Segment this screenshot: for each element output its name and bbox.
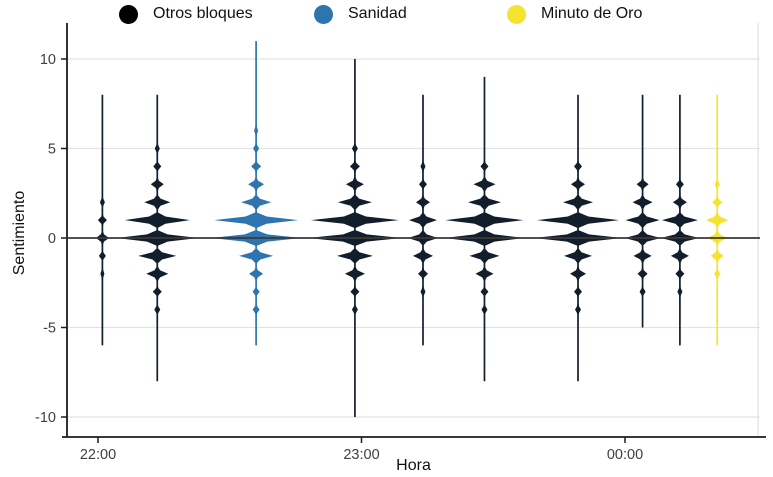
violin-bulge-1-at-4 xyxy=(153,158,162,175)
violin-bulge-3-at--2 xyxy=(344,265,365,282)
violin-bulge-4-at--1 xyxy=(412,247,433,264)
violin-bulge-5-at-2 xyxy=(467,194,501,211)
violin-bulge-2-at--3 xyxy=(252,283,260,300)
violin-bulge-2-at--4 xyxy=(252,301,260,318)
violin-bulge-8-at-3 xyxy=(675,176,684,193)
violin-bulge-2-at-3 xyxy=(248,176,265,193)
violin-bulge-6-at--4 xyxy=(575,301,582,318)
legend-swatch-otros-bloques xyxy=(119,4,138,24)
violin-bulge-3-at-5 xyxy=(351,140,358,157)
violin-bulge-5-at--3 xyxy=(480,283,489,300)
violin-bulge-7-at-3 xyxy=(636,176,649,193)
legend-swatch-minuto-de-oro xyxy=(507,4,526,24)
violin-bulge-3-at--1 xyxy=(336,247,373,264)
violin-bulge-4-at-3 xyxy=(418,176,427,193)
legend-item-otros-bloques: Otros bloques xyxy=(119,3,253,25)
violin-bulge-3-at--4 xyxy=(351,301,358,318)
violin-bulge-4-at--3 xyxy=(420,283,426,300)
x-tick-label-23:00: 23:00 xyxy=(343,447,379,463)
violin-bulge-8-at-2 xyxy=(672,194,687,211)
violin-bulge-8-at--2 xyxy=(675,265,685,282)
violin-bulge-2-at-2 xyxy=(241,194,272,211)
violin-bulge-0-at--2 xyxy=(100,265,105,282)
violin-bulge-4-at-4 xyxy=(420,158,426,175)
x-tick-label-00:00: 00:00 xyxy=(607,447,643,463)
violin-bulge-7-at--2 xyxy=(637,265,648,282)
y-tick-label--5: -5 xyxy=(43,321,56,337)
violin-bulge-6-at-1 xyxy=(537,212,620,229)
violin-bulge-5-at-3 xyxy=(473,176,496,193)
legend-label-minuto-de-oro: Minuto de Oro xyxy=(541,5,643,22)
violin-bulge-2-at-6 xyxy=(254,122,259,139)
violin-bulge-6-at-2 xyxy=(563,194,594,211)
violin-bulge-9-at-1 xyxy=(706,212,729,229)
x-axis-title: Hora xyxy=(396,457,431,474)
violin-bulge-1-at-2 xyxy=(144,194,171,211)
violin-bulge-9-at--1 xyxy=(710,247,724,264)
violin-bulge-3-at-3 xyxy=(345,176,364,193)
violin-bulge-0-at-1 xyxy=(97,212,107,229)
violin-bulge-1-at--3 xyxy=(152,283,162,300)
legend-item-sanidad: Sanidad xyxy=(314,3,407,25)
legend: Otros bloques Sanidad Minuto de Oro xyxy=(0,3,773,27)
y-tick-label--10: -10 xyxy=(35,410,56,426)
violin-bulge-1-at--2 xyxy=(146,265,169,282)
violin-bulge-5-at--1 xyxy=(469,247,500,264)
violin-bulge-1-at--1 xyxy=(138,247,177,264)
violin-bulge-7-at-1 xyxy=(625,212,660,229)
violin-bulge-7-at-2 xyxy=(632,194,653,211)
violin-bulge-5-at-1 xyxy=(445,212,524,229)
violin-bulge-6-at--3 xyxy=(574,283,583,300)
violin-bulge-3-at-4 xyxy=(349,158,360,175)
violin-bulge-6-at-4 xyxy=(574,158,583,175)
violin-bulge-5-at--2 xyxy=(475,265,494,282)
violin-bulge-7-at--1 xyxy=(633,247,652,264)
violin-bulge-5-at--4 xyxy=(481,301,488,318)
violin-bulge-6-at-3 xyxy=(571,176,586,193)
violin-bulge-9-at--2 xyxy=(714,265,721,282)
violin-bulge-8-at--3 xyxy=(677,283,683,300)
violin-bulge-0-at--1 xyxy=(98,247,106,264)
violin-bulge-1-at-3 xyxy=(150,176,164,193)
violin-bulge-6-at--1 xyxy=(564,247,593,264)
violin-bulge-2-at-5 xyxy=(253,140,260,157)
legend-label-sanidad: Sanidad xyxy=(348,5,407,22)
violin-bulge-4-at--2 xyxy=(417,265,428,282)
legend-label-otros-bloques: Otros bloques xyxy=(153,5,253,22)
legend-item-minuto-de-oro: Minuto de Oro xyxy=(507,3,642,25)
violin-bulge-6-at--2 xyxy=(570,265,587,282)
legend-swatch-sanidad xyxy=(314,4,333,24)
x-tick-label-22:00: 22:00 xyxy=(80,447,116,463)
y-tick-label-10: 10 xyxy=(40,52,56,68)
violin-bulge-3-at-1 xyxy=(310,212,399,229)
violin-bulge-2-at-4 xyxy=(251,158,262,175)
violin-bulge-2-at--1 xyxy=(239,247,274,264)
violin-bulge-2-at--2 xyxy=(249,265,264,282)
violin-bulge-4-at-2 xyxy=(415,194,430,211)
violin-bulge-3-at-2 xyxy=(337,194,372,211)
violin-bulge-5-at-4 xyxy=(480,158,489,175)
violin-bulge-7-at--3 xyxy=(639,283,646,300)
violin-bulge-0-at-2 xyxy=(99,194,105,211)
y-tick-label-5: 5 xyxy=(48,142,56,158)
violin-bulge-1-at-1 xyxy=(124,212,190,229)
violin-bulge-8-at-1 xyxy=(661,212,698,229)
violin-bulge-9-at-2 xyxy=(712,194,723,211)
violin-bulge-1-at--4 xyxy=(154,301,161,318)
violin-bulge-2-at-1 xyxy=(214,212,299,229)
violin-bulge-8-at--1 xyxy=(670,247,689,264)
violin-bulge-4-at-1 xyxy=(408,212,437,229)
y-tick-label-0: 0 xyxy=(48,231,56,247)
violin-bulge-1-at-5 xyxy=(154,140,160,157)
violin-bulge-3-at--3 xyxy=(350,283,360,300)
violin-bulge-9-at-3 xyxy=(714,176,720,193)
